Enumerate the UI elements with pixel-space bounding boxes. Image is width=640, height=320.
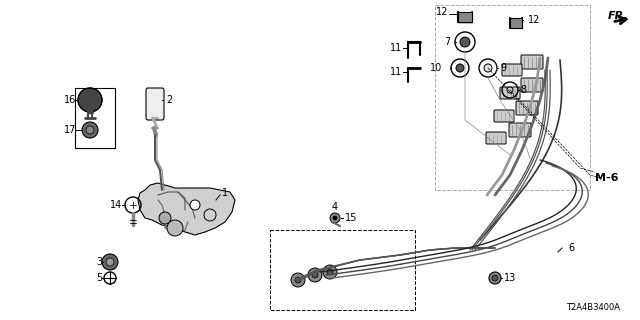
Text: 5: 5: [96, 273, 102, 283]
Text: M-6: M-6: [595, 173, 618, 183]
Text: 7: 7: [444, 37, 450, 47]
Circle shape: [484, 64, 492, 72]
Text: 6: 6: [568, 243, 574, 253]
Circle shape: [167, 220, 183, 236]
Text: FR.: FR.: [608, 11, 628, 21]
Bar: [435, 5, 590, 190]
Circle shape: [456, 64, 464, 72]
Bar: [270, 230, 415, 310]
Text: T2A4B3400A: T2A4B3400A: [566, 303, 620, 313]
FancyBboxPatch shape: [500, 87, 520, 99]
Circle shape: [507, 87, 513, 93]
Text: 16: 16: [64, 95, 76, 105]
Text: 12: 12: [528, 15, 540, 25]
Text: 11: 11: [390, 67, 403, 77]
Text: 4: 4: [332, 202, 338, 212]
Circle shape: [295, 277, 301, 283]
Circle shape: [460, 37, 470, 47]
Text: 10: 10: [429, 63, 442, 73]
Circle shape: [159, 212, 171, 224]
FancyBboxPatch shape: [516, 101, 538, 115]
Text: 2: 2: [166, 95, 172, 105]
Text: 13: 13: [504, 273, 516, 283]
Circle shape: [190, 200, 200, 210]
FancyBboxPatch shape: [509, 123, 531, 137]
Text: 11: 11: [390, 43, 403, 53]
Text: 8: 8: [520, 85, 526, 95]
Bar: [510, 18, 522, 28]
Text: 9: 9: [500, 63, 506, 73]
Circle shape: [330, 213, 340, 223]
Text: 15: 15: [345, 213, 357, 223]
Circle shape: [489, 272, 501, 284]
FancyBboxPatch shape: [502, 64, 522, 76]
Text: 17: 17: [64, 125, 76, 135]
Circle shape: [102, 254, 118, 270]
Circle shape: [82, 122, 98, 138]
Circle shape: [106, 258, 114, 266]
Circle shape: [78, 88, 102, 112]
FancyBboxPatch shape: [486, 132, 506, 144]
Circle shape: [86, 126, 94, 134]
Circle shape: [323, 265, 337, 279]
Circle shape: [291, 273, 305, 287]
Circle shape: [333, 216, 337, 220]
Circle shape: [312, 272, 318, 278]
FancyBboxPatch shape: [494, 110, 514, 122]
Text: 14: 14: [110, 200, 122, 210]
Bar: [458, 12, 472, 22]
Circle shape: [308, 268, 322, 282]
Circle shape: [492, 275, 498, 281]
Text: 3: 3: [96, 257, 102, 267]
FancyBboxPatch shape: [521, 55, 543, 69]
Polygon shape: [138, 183, 235, 235]
FancyBboxPatch shape: [146, 88, 164, 120]
Circle shape: [327, 269, 333, 275]
FancyBboxPatch shape: [521, 78, 543, 92]
Text: 12: 12: [436, 7, 448, 17]
Text: 1: 1: [222, 188, 228, 198]
